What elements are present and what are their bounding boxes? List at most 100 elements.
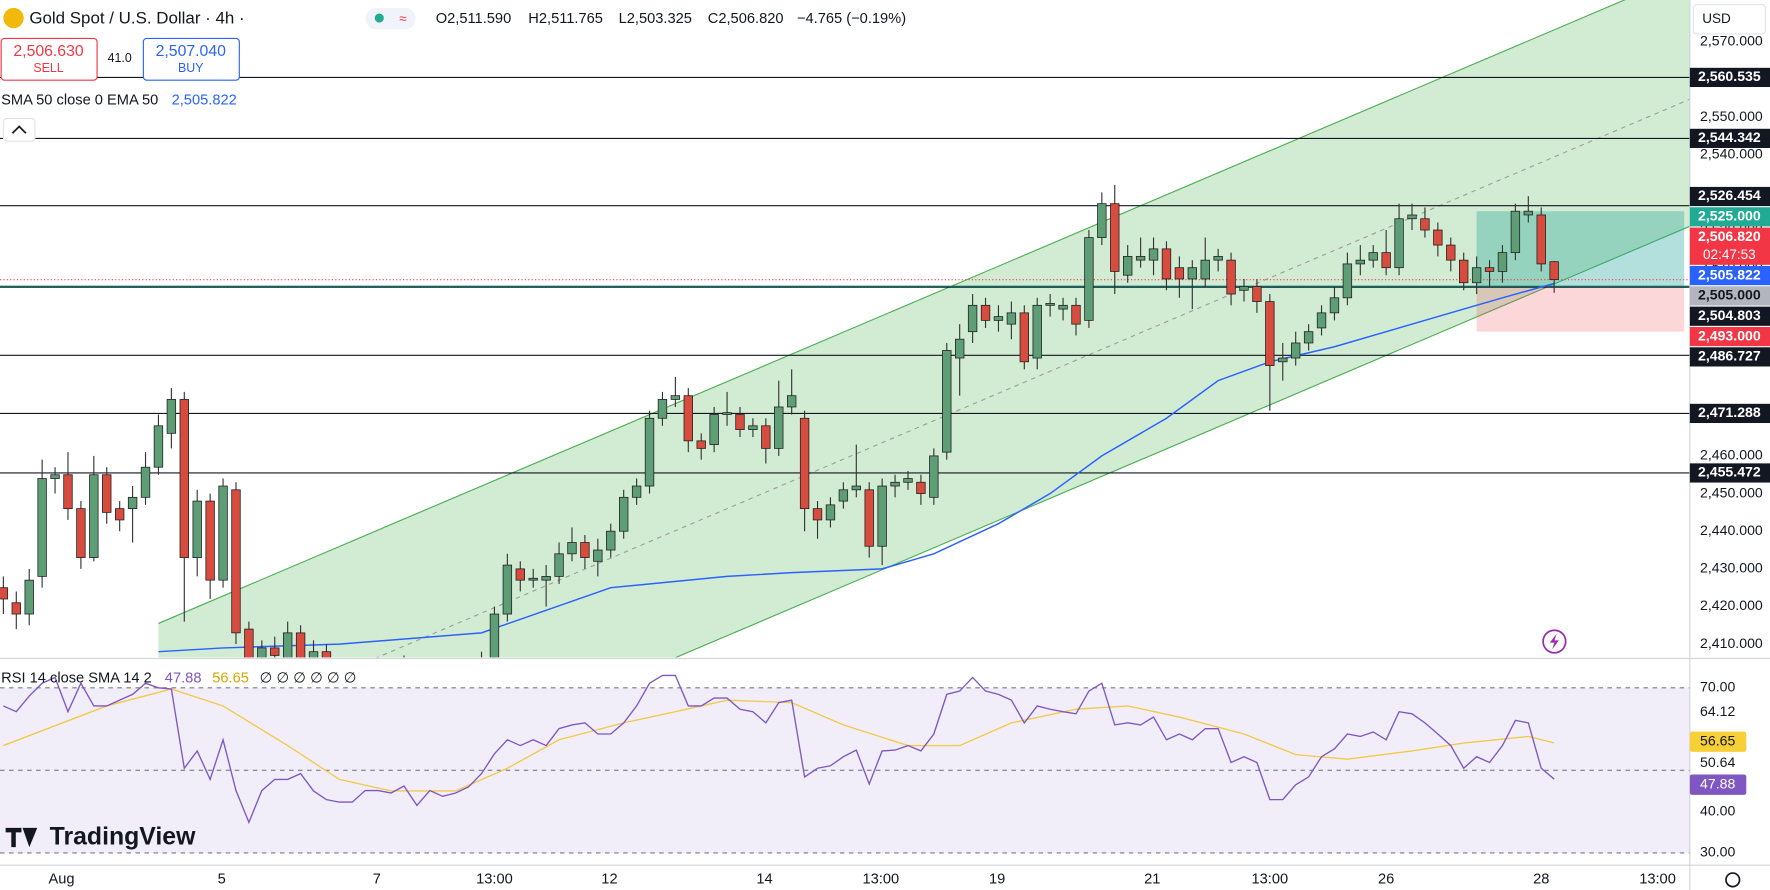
x-tick-label: 13:00	[863, 872, 900, 888]
candle-body	[1510, 210, 1521, 254]
ohlc-low: L2,503.325	[619, 11, 692, 27]
candle-body	[1148, 248, 1159, 261]
candle-body	[1291, 342, 1301, 359]
symbol[interactable]: Gold Spot / U.S. Dollar · 4h ·	[29, 9, 244, 28]
candle-body	[890, 481, 900, 487]
price-tag	[1689, 128, 1770, 148]
candle-body	[967, 304, 978, 333]
candle-body	[1174, 267, 1185, 280]
candle-body	[993, 316, 1004, 321]
ohlc-high: H2,511.765	[528, 11, 603, 27]
ohlc-close: C2,506.820	[708, 11, 784, 27]
candle-body	[877, 485, 887, 547]
candle-body	[1019, 312, 1029, 363]
price-tag	[1689, 207, 1770, 227]
candle-body	[89, 474, 99, 558]
candle-body	[489, 613, 500, 658]
rsi-tag	[1689, 731, 1747, 752]
price-tag	[1689, 186, 1770, 207]
countdown: 02:47:53	[1703, 247, 1756, 262]
price-tag	[1689, 227, 1770, 265]
candle-body	[76, 508, 86, 558]
x-tick-label: 7	[373, 872, 381, 888]
y-tick-label: 2,570.000	[1700, 33, 1763, 49]
price-tag-label: 2,505.822	[1698, 266, 1761, 282]
candle-body	[102, 474, 112, 513]
candle-body	[748, 425, 758, 430]
y-tick-label: 2,410.000	[1700, 635, 1763, 651]
price-tag-label: 2,506.820	[1698, 228, 1761, 244]
candle-body	[37, 478, 47, 577]
price-tag-label: 2,471.288	[1698, 404, 1761, 420]
candle-body	[1278, 357, 1288, 363]
symbol-icon	[3, 7, 24, 29]
collapse-button[interactable]	[2, 118, 36, 142]
y-tick-label: 2,420.000	[1700, 597, 1763, 613]
status-icon: ≈	[399, 11, 407, 26]
candle-body	[567, 542, 577, 555]
candle-body	[1497, 252, 1508, 272]
candle-body	[270, 647, 280, 656]
candle-body	[502, 564, 513, 615]
buy-button[interactable]	[142, 37, 240, 81]
rsi-label[interactable]: RSI 14 close SMA 14 2	[1, 671, 152, 687]
x-tick-label: 21	[1144, 872, 1160, 888]
price-tag	[1689, 403, 1770, 424]
rsi-tick-label: 70.00	[1700, 679, 1735, 695]
logo[interactable]: TradingView	[50, 824, 196, 851]
collapse-icon	[11, 125, 27, 134]
candle-body	[1471, 267, 1482, 284]
candle-body	[218, 485, 228, 581]
candle-body	[1420, 218, 1430, 231]
candle-body	[606, 530, 616, 551]
rsi-tick-label: 40.00	[1700, 802, 1735, 818]
candle-body	[205, 500, 215, 581]
price-tag-label: 2,525.000	[1698, 208, 1761, 224]
candle-body	[63, 474, 73, 510]
y-tick-label: 2,450.000	[1700, 484, 1763, 500]
candle-body	[1135, 255, 1146, 261]
x-tick-label: 13:00	[1252, 872, 1289, 888]
price-tag-label: 2,560.535	[1698, 68, 1761, 84]
status-pill[interactable]	[365, 7, 416, 30]
candle-body	[1342, 263, 1353, 299]
price-tag	[1689, 306, 1770, 326]
price-tag-label: 2,544.342	[1698, 129, 1761, 145]
candle-body	[127, 496, 138, 510]
price-tag	[1689, 286, 1770, 306]
price-tag	[1689, 347, 1770, 367]
candle-body	[1058, 304, 1068, 310]
candle-body	[1316, 312, 1327, 329]
candle-body	[1329, 297, 1340, 314]
rsi-tag-label: 64.12	[1700, 703, 1735, 719]
candle-body	[916, 481, 926, 494]
x-tick-label: Aug	[48, 872, 74, 888]
candle-body	[580, 542, 590, 558]
position-stop	[1476, 286, 1685, 332]
candle-body	[554, 553, 564, 577]
rsi-extra: ∅ ∅ ∅ ∅ ∅ ∅	[260, 671, 357, 687]
candle-body	[644, 417, 655, 487]
candle-body	[321, 651, 332, 658]
rsi-tag	[1689, 774, 1747, 795]
sell-button[interactable]	[0, 37, 98, 81]
spread: 41.0	[108, 51, 132, 65]
candle-body	[631, 485, 642, 498]
y-tick-label: 2,540.000	[1700, 145, 1763, 161]
indicator-label[interactable]: SMA 50 close 0 EMA 50	[1, 92, 158, 108]
indicator-value: 2,505.822	[172, 92, 237, 108]
candle-body	[1239, 286, 1249, 291]
ohlc-open: O2,511.590	[436, 11, 511, 27]
rsi-value: 47.88	[165, 671, 202, 687]
candle-body	[1394, 218, 1404, 269]
candle-body	[864, 489, 874, 547]
candle-body	[929, 455, 939, 498]
currency-select[interactable]	[1692, 3, 1767, 35]
channel-fill	[158, 0, 1690, 658]
status-dot	[374, 13, 384, 23]
price-tag	[1689, 463, 1770, 483]
settings-icon[interactable]	[1725, 872, 1741, 888]
candle-body	[1097, 203, 1107, 238]
candle-body	[114, 508, 125, 521]
price-tag-label: 2,526.454	[1698, 187, 1761, 203]
